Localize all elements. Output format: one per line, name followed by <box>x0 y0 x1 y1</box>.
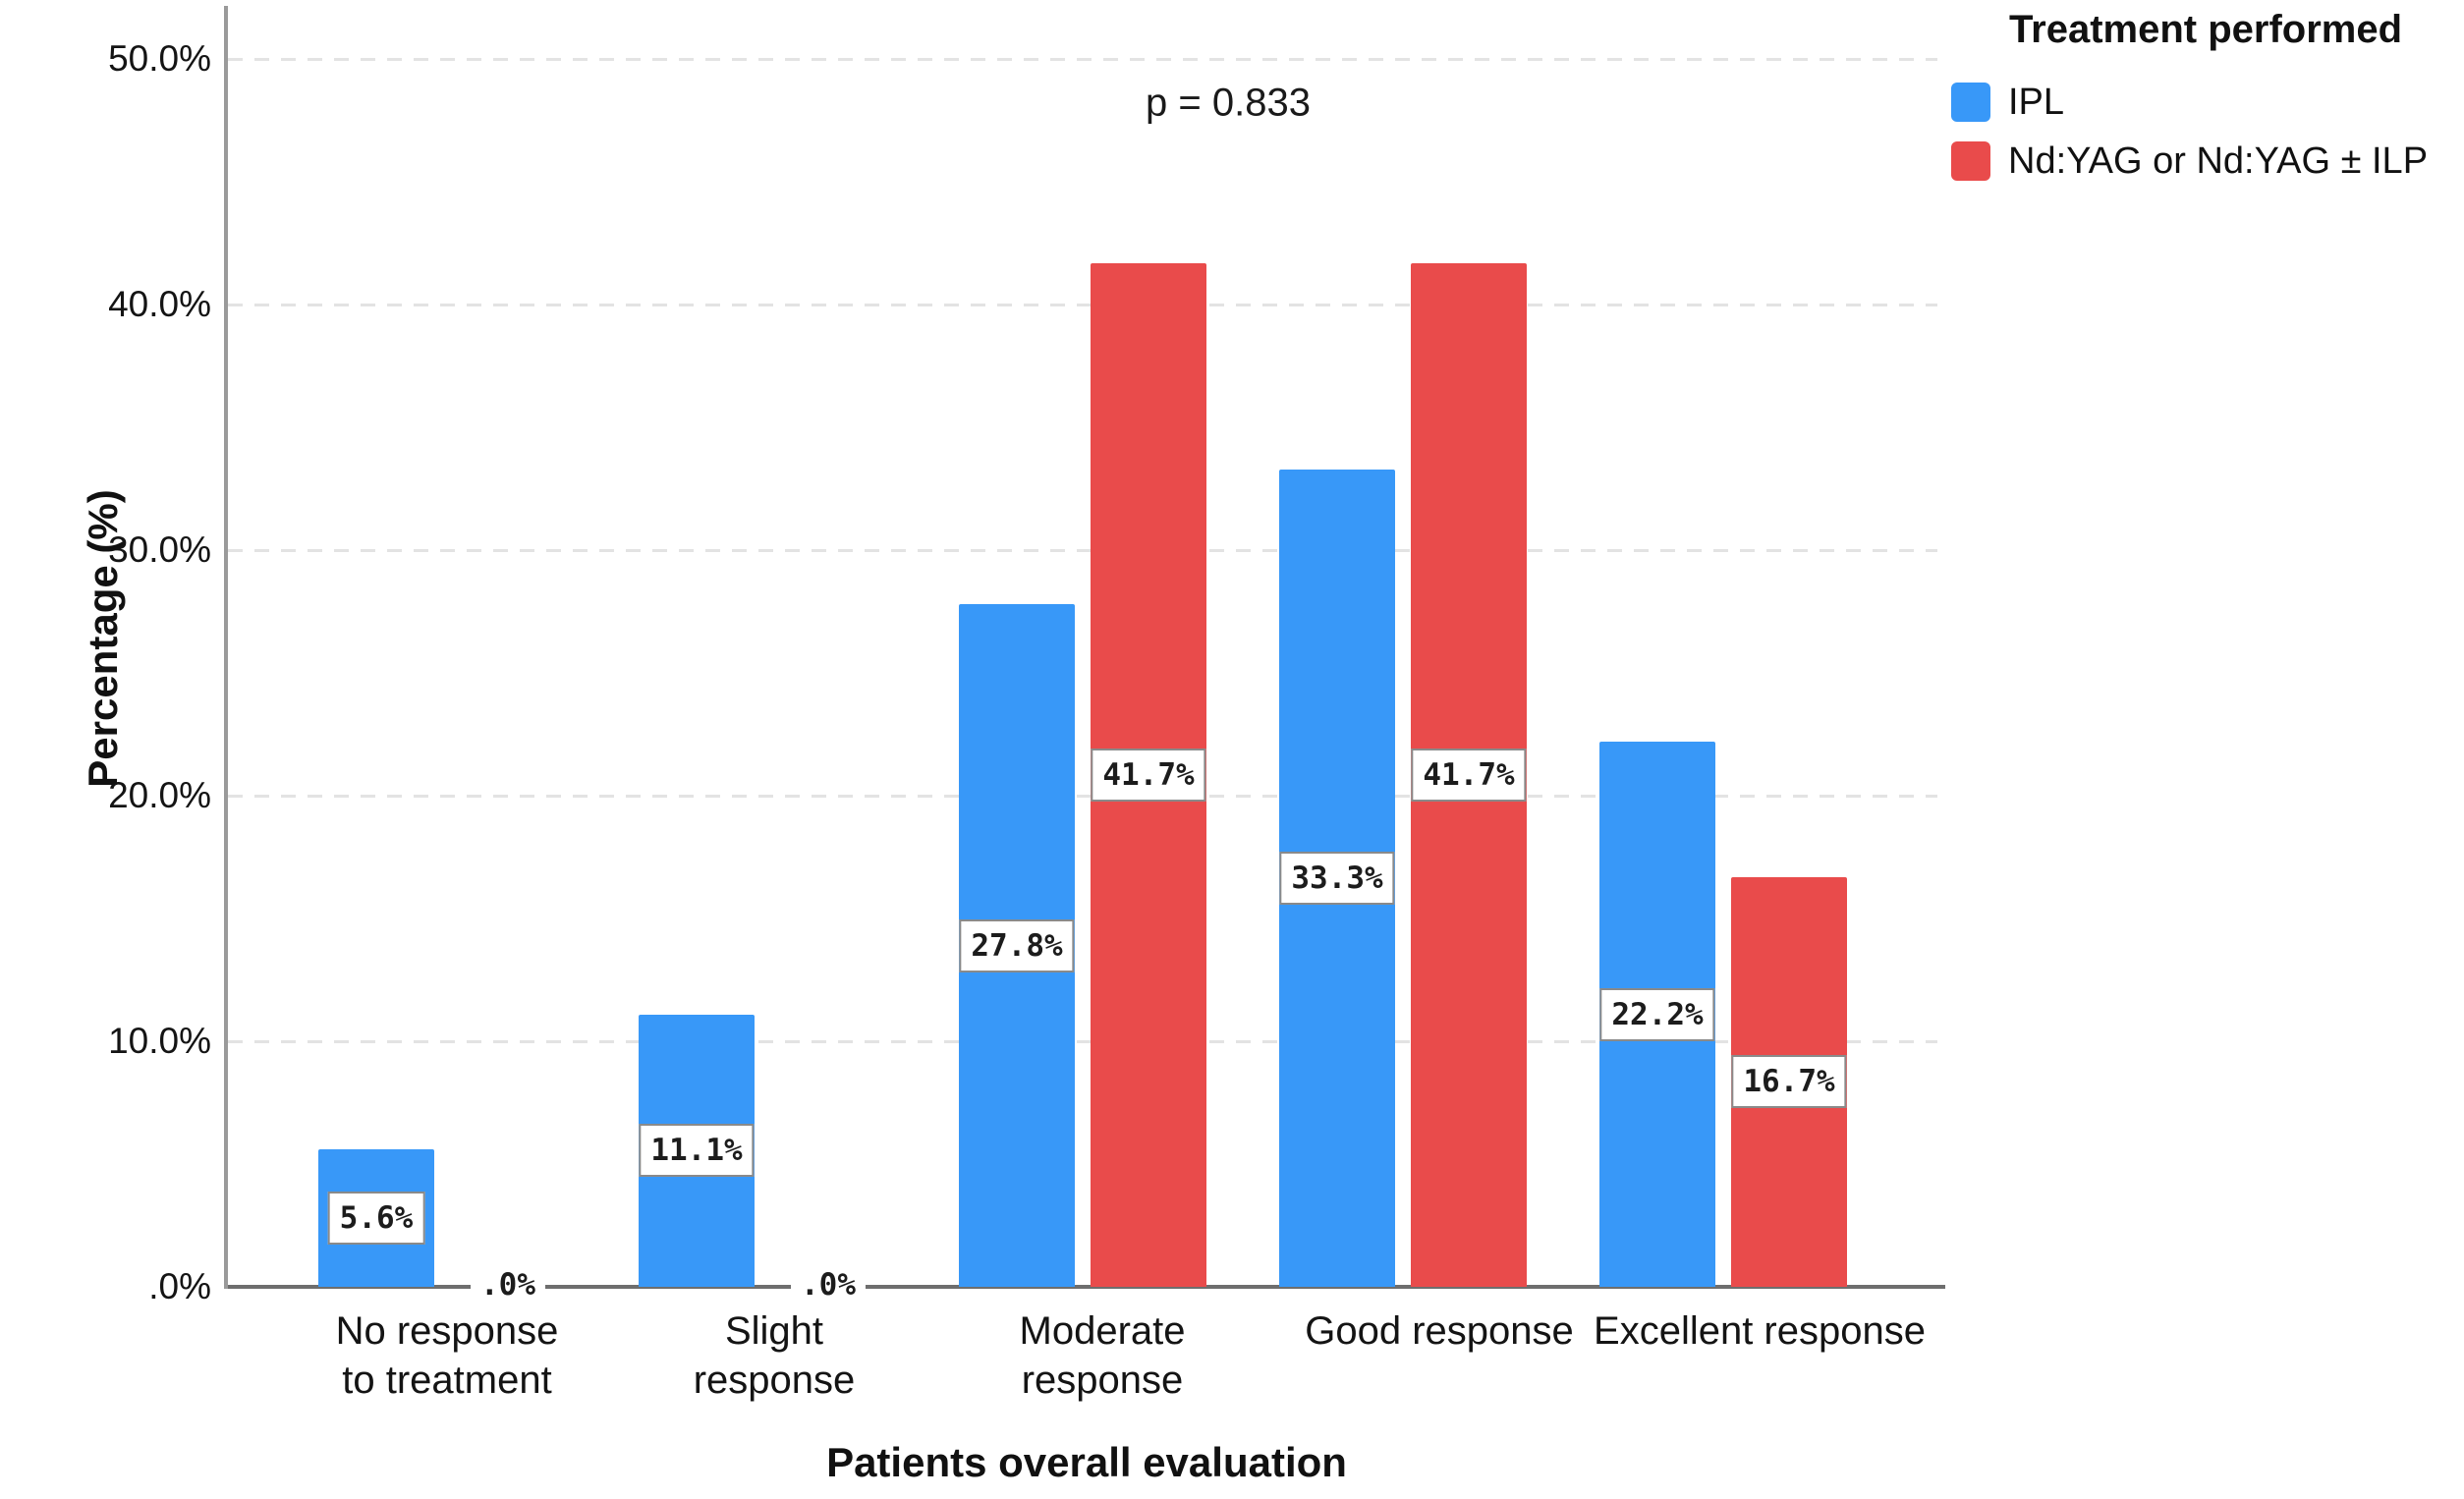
y-tick-label-30pct: 30.0% <box>108 529 211 570</box>
bar-value-label: 33.3% <box>1279 851 1395 905</box>
bar-ipl-1: 5.6% <box>318 1149 434 1287</box>
bar-ipl-2: 11.1% <box>639 1014 755 1287</box>
bar-value-label: 41.7% <box>1091 748 1206 802</box>
bar-value-label: 22.2% <box>1599 987 1715 1041</box>
gridline-30pct <box>228 549 1937 552</box>
x-tick-label-1: No response to treatment <box>336 1306 559 1405</box>
y-tick-label-40pct: 40.0% <box>108 284 211 324</box>
y-tick-label-20pct: 20.0% <box>108 775 211 815</box>
legend-item-label: IPL <box>2008 82 2065 123</box>
bar-value-label: 16.7% <box>1731 1055 1847 1109</box>
y-tick-label-50pct: 50.0% <box>108 38 211 79</box>
legend-title: Treatment performed <box>2008 8 2403 51</box>
bar-ndyag-4: 41.7% <box>1411 262 1527 1287</box>
plot-area: 5.6% 11.1% 27.8% 33.3% 22.2% .0% .0% 41.7% 41.7%… <box>224 0 1945 1305</box>
x-tick-label-line: response <box>693 1359 856 1402</box>
x-tick-label-5: Excellent response <box>1594 1306 1926 1356</box>
p-value-annotation: p = 0.833 <box>1146 81 1311 125</box>
y-axis-line <box>224 6 228 1289</box>
bar-value-label: 27.8% <box>959 918 1075 972</box>
legend-swatch-icon <box>1951 83 1990 122</box>
x-tick-label-2: Slight response <box>694 1306 856 1405</box>
gridline-40pct <box>228 304 1937 306</box>
x-tick-label-line: No response <box>335 1309 559 1353</box>
bar-value-label: 41.7% <box>1411 748 1527 802</box>
bar-ndyag-3: 41.7% <box>1091 262 1206 1287</box>
x-tick-label-line: Excellent response <box>1594 1309 1926 1353</box>
bar-value-label: 5.6% <box>327 1192 425 1245</box>
x-tick-label-line: Slight <box>724 1309 824 1353</box>
legend-item-label: Nd:YAG or Nd:YAG ± ILP <box>2008 140 2429 182</box>
x-tick-label-3: Moderate response <box>1020 1306 1186 1405</box>
zero-value-label: .0% <box>791 1265 866 1305</box>
bar-ipl-3: 27.8% <box>959 604 1075 1287</box>
bar-ndyag-5: 16.7% <box>1731 876 1847 1287</box>
x-tick-label-4: Good response <box>1305 1306 1574 1356</box>
legend-item-ndyag: Nd:YAG or Nd:YAG ± ILP <box>1951 139 2460 184</box>
bar-ipl-5: 22.2% <box>1599 742 1715 1287</box>
y-tick-label-10pct: 10.0% <box>108 1021 211 1061</box>
x-tick-label-line: response <box>1021 1359 1184 1402</box>
bar-ipl-4: 33.3% <box>1279 469 1395 1287</box>
bar-value-label: 11.1% <box>639 1124 755 1178</box>
x-axis-title: Patients overall evaluation <box>826 1439 1347 1485</box>
gridline-10pct <box>228 1040 1937 1043</box>
x-axis-line <box>228 1285 1945 1289</box>
legend-items: IPL Nd:YAG or Nd:YAG ± ILP <box>1951 80 2460 184</box>
legend-swatch-icon <box>1951 141 1990 181</box>
y-tick-label-0pct: .0% <box>148 1266 211 1306</box>
gridline-20pct <box>228 795 1937 798</box>
legend: Treatment performed IPL Nd:YAG or Nd:YAG … <box>1951 8 2460 197</box>
zero-value-label: .0% <box>471 1265 545 1305</box>
gridline-50pct <box>228 58 1937 61</box>
legend-item-ipl: IPL <box>1951 80 2460 125</box>
x-tick-label-line: to treatment <box>342 1359 552 1402</box>
x-tick-label-line: Good response <box>1305 1309 1574 1353</box>
x-tick-label-line: Moderate <box>1019 1309 1186 1353</box>
